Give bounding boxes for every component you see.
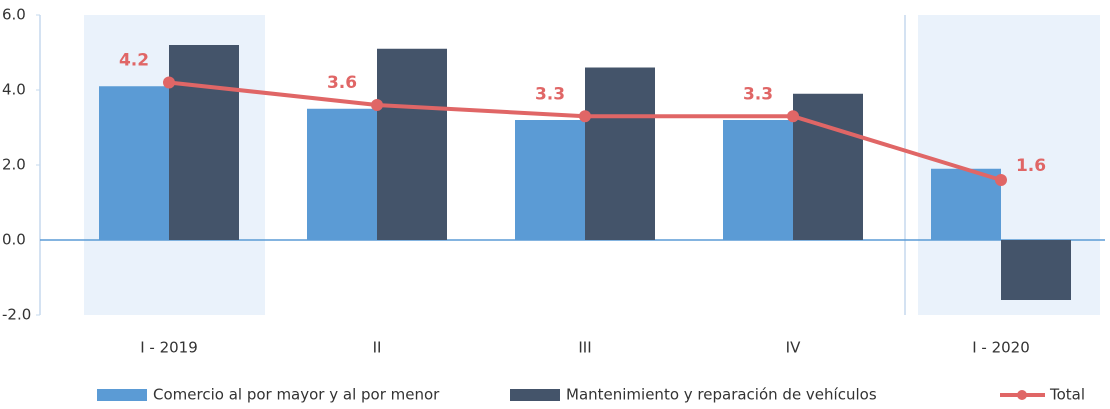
data-label: 3.3 <box>743 84 773 104</box>
legend-swatch <box>97 389 147 401</box>
y-tick-label: 0.0 <box>2 231 26 249</box>
x-tick-label: IV <box>786 339 801 357</box>
x-tick-label: III <box>578 339 591 357</box>
point <box>163 76 175 89</box>
legend-swatch <box>510 389 560 401</box>
y-tick-label: 6.0 <box>2 6 26 24</box>
bar <box>585 67 655 240</box>
bar <box>793 93 863 240</box>
point <box>579 110 591 123</box>
point <box>371 99 383 111</box>
legend-label: Total <box>1049 386 1085 404</box>
x-tick-label: I - 2019 <box>140 339 198 357</box>
x-tick-label: I - 2020 <box>972 339 1030 357</box>
point <box>995 174 1007 186</box>
bar <box>1001 240 1071 300</box>
y-tick-label: -2.0 <box>2 306 31 324</box>
bar <box>307 108 377 240</box>
point <box>787 110 799 123</box>
y-tick-label: 2.0 <box>2 156 26 174</box>
data-label: 4.2 <box>119 51 149 71</box>
legend-label: Comercio al por mayor y al por menor <box>153 386 440 404</box>
x-tick-label: II <box>373 339 382 357</box>
legend-swatch <box>1017 390 1027 400</box>
data-label: 3.3 <box>535 84 565 104</box>
bar <box>723 120 793 240</box>
bar <box>377 48 447 240</box>
legend-label: Mantenimiento y reparación de vehículos <box>566 386 877 404</box>
bar <box>169 45 239 240</box>
bar <box>931 168 1001 240</box>
data-label: 1.6 <box>1016 156 1046 176</box>
y-tick-label: 4.0 <box>2 81 26 99</box>
bar <box>515 120 585 240</box>
bar <box>99 86 169 240</box>
data-label: 3.6 <box>327 73 357 93</box>
